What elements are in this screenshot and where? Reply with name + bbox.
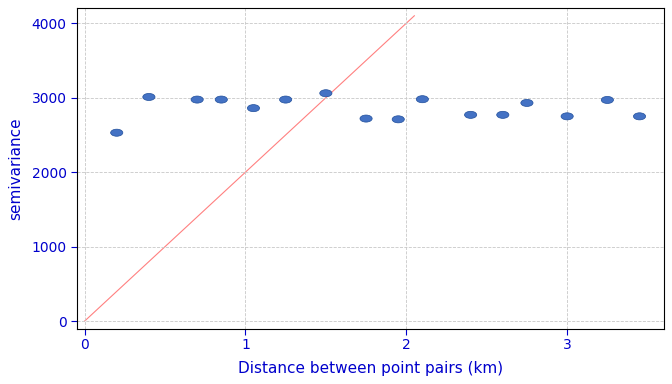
Ellipse shape — [320, 90, 332, 97]
Ellipse shape — [464, 111, 476, 118]
Ellipse shape — [191, 96, 203, 103]
Ellipse shape — [634, 113, 646, 120]
Ellipse shape — [561, 113, 573, 120]
Ellipse shape — [247, 104, 259, 112]
Ellipse shape — [521, 99, 533, 106]
Ellipse shape — [497, 111, 509, 118]
Ellipse shape — [215, 96, 227, 103]
Ellipse shape — [143, 93, 155, 101]
Y-axis label: semivariance: semivariance — [8, 117, 24, 220]
Ellipse shape — [280, 96, 292, 103]
X-axis label: Distance between point pairs (km): Distance between point pairs (km) — [237, 361, 503, 376]
Ellipse shape — [111, 129, 123, 136]
Ellipse shape — [416, 96, 429, 103]
Ellipse shape — [601, 96, 614, 103]
Ellipse shape — [392, 116, 405, 123]
Ellipse shape — [360, 115, 372, 122]
